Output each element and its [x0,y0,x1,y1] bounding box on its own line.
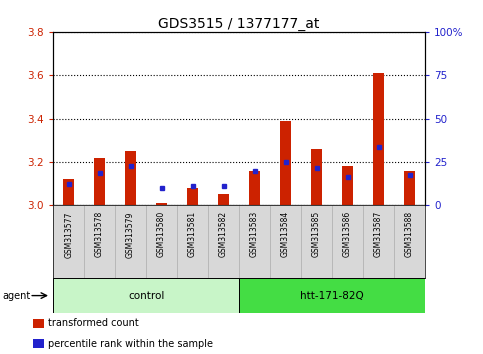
Bar [239,278,425,313]
Text: GSM313585: GSM313585 [312,211,321,257]
Text: htt-171-82Q: htt-171-82Q [300,291,364,301]
Bar [280,121,291,205]
Bar [53,205,84,278]
Text: GSM313584: GSM313584 [281,211,290,257]
Text: percentile rank within the sample: percentile rank within the sample [48,339,213,349]
Bar [63,179,74,205]
Text: GSM313588: GSM313588 [405,211,414,257]
Text: GSM313578: GSM313578 [95,211,104,257]
Text: control: control [128,291,164,301]
Bar [342,166,353,205]
Bar [33,319,44,327]
Bar [311,149,322,205]
Text: GSM313577: GSM313577 [64,211,73,257]
Bar [270,205,301,278]
Text: GSM313581: GSM313581 [188,211,197,257]
Bar [239,205,270,278]
Bar [208,205,239,278]
Text: GSM313587: GSM313587 [374,211,383,257]
Text: transformed count: transformed count [48,319,139,329]
Bar [301,205,332,278]
Text: GSM313580: GSM313580 [157,211,166,257]
Text: GSM313579: GSM313579 [126,211,135,257]
Bar [33,339,44,348]
Text: GSM313582: GSM313582 [219,211,228,257]
Bar [332,205,363,278]
Bar [363,205,394,278]
Bar [249,171,260,205]
Bar [84,205,115,278]
Bar [394,205,425,278]
Bar [115,205,146,278]
Bar [156,203,167,205]
Bar [187,188,198,205]
Bar [125,151,136,205]
Bar [373,73,384,205]
Bar [53,278,239,313]
Bar [177,205,208,278]
Text: agent: agent [2,291,30,301]
Bar [146,205,177,278]
Text: GSM313583: GSM313583 [250,211,259,257]
Bar [218,194,229,205]
Text: GSM313586: GSM313586 [343,211,352,257]
Bar [404,171,415,205]
Title: GDS3515 / 1377177_at: GDS3515 / 1377177_at [158,17,320,31]
Bar [94,158,105,205]
